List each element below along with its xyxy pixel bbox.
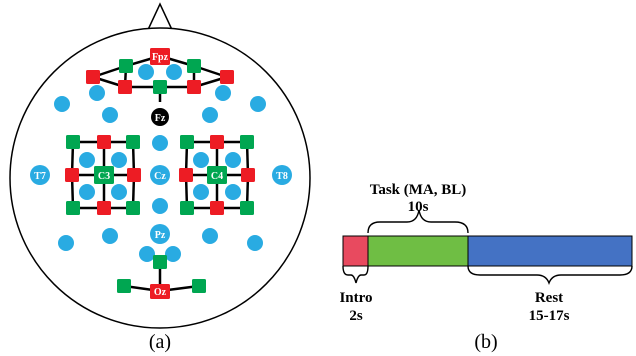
pz-electrode — [150, 224, 170, 244]
detector-optode — [126, 201, 140, 215]
detector-optode — [240, 135, 254, 149]
source-optode — [118, 80, 132, 94]
source-optode — [86, 70, 100, 84]
c3-label: C3 — [98, 171, 110, 182]
detector-optode — [117, 279, 131, 293]
eeg-electrode — [250, 96, 266, 112]
source-optode — [210, 201, 224, 215]
caption-b: (b) — [474, 331, 497, 353]
c4-label: C4 — [211, 171, 223, 182]
detector-optode — [192, 279, 206, 293]
fpz-source — [150, 48, 170, 65]
fz-reference-electrode — [151, 108, 169, 126]
oz-label: Oz — [154, 287, 167, 298]
fpz-label: Fpz — [152, 52, 169, 63]
eeg-electrode — [111, 152, 127, 168]
pz-label: Pz — [155, 230, 166, 241]
eeg-electrode — [215, 85, 231, 101]
nirs-detectors — [66, 59, 254, 293]
source-optode — [187, 80, 201, 94]
caption-a: (a) — [149, 331, 171, 353]
detector-optode — [240, 201, 254, 215]
rest-segment — [467, 235, 633, 267]
source-optode — [127, 168, 141, 182]
intro-duration: 2s — [349, 308, 363, 324]
eeg-electrode — [225, 152, 241, 168]
source-optode — [210, 135, 224, 149]
rest-brace — [467, 265, 633, 285]
eeg-electrode — [152, 135, 168, 151]
c3-detector — [94, 166, 114, 184]
t8-label: T8 — [276, 171, 288, 182]
source-optode — [97, 201, 111, 215]
task-name: Task (MA, BL) — [370, 182, 467, 198]
eeg-electrode — [102, 107, 118, 123]
cz-label: Cz — [154, 171, 166, 182]
nose-marker — [145, 2, 175, 35]
eeg-electrode — [102, 228, 118, 244]
detector-optode — [66, 135, 80, 149]
t7-electrode — [30, 165, 50, 185]
timeline-panel: Task (MA, BL) 10s Intro 2s Rest 15-17s (… — [339, 182, 633, 353]
oz-source — [150, 284, 170, 299]
t8-electrode — [272, 165, 292, 185]
eeg-electrode — [152, 198, 168, 214]
eeg-electrode — [225, 184, 241, 200]
intro-brace — [342, 265, 369, 284]
source-optode — [179, 168, 193, 182]
detector-optode — [126, 135, 140, 149]
detector-optode — [180, 135, 194, 149]
fz-label: Fz — [155, 113, 166, 124]
montage-panel: T7 Cz T8 Pz Fz — [9, 2, 311, 353]
eeg-electrode — [202, 228, 218, 244]
detector-optode — [187, 59, 201, 73]
eeg-electrode — [193, 184, 209, 200]
source-optode — [97, 135, 111, 149]
eeg-electrode — [58, 235, 74, 251]
source-optode — [220, 70, 234, 84]
eeg-electrode — [138, 64, 154, 80]
detector-optode — [180, 201, 194, 215]
detector-optode — [66, 201, 80, 215]
eeg-electrode — [165, 246, 181, 262]
eeg-electrode — [202, 107, 218, 123]
eeg-electrode — [79, 184, 95, 200]
eeg-electrode — [139, 246, 155, 262]
cz-electrode — [150, 165, 170, 185]
task-duration: 10s — [408, 199, 429, 215]
eeg-electrode — [166, 64, 182, 80]
eeg-electrode — [111, 184, 127, 200]
rest-duration: 15-17s — [529, 308, 570, 324]
source-optode — [241, 168, 255, 182]
nirs-sources — [65, 48, 255, 299]
intro-name: Intro — [339, 290, 372, 306]
eeg-electrode — [89, 85, 105, 101]
t7-label: T7 — [34, 171, 46, 182]
eeg-electrode — [193, 152, 209, 168]
detector-optode — [153, 80, 167, 94]
eeg-electrode — [79, 152, 95, 168]
labelled-electrodes: T7 Cz T8 Pz Fz — [30, 108, 292, 244]
c4-detector — [207, 166, 227, 184]
detector-optode — [119, 59, 133, 73]
task-segment — [367, 235, 469, 267]
eeg-electrode — [247, 235, 263, 251]
intro-segment — [342, 235, 369, 267]
source-optode — [65, 168, 79, 182]
rest-name: Rest — [535, 290, 563, 306]
eeg-electrodes — [54, 64, 266, 262]
detector-optode — [153, 255, 167, 269]
task-brace — [367, 209, 469, 234]
eeg-electrode — [54, 96, 70, 112]
